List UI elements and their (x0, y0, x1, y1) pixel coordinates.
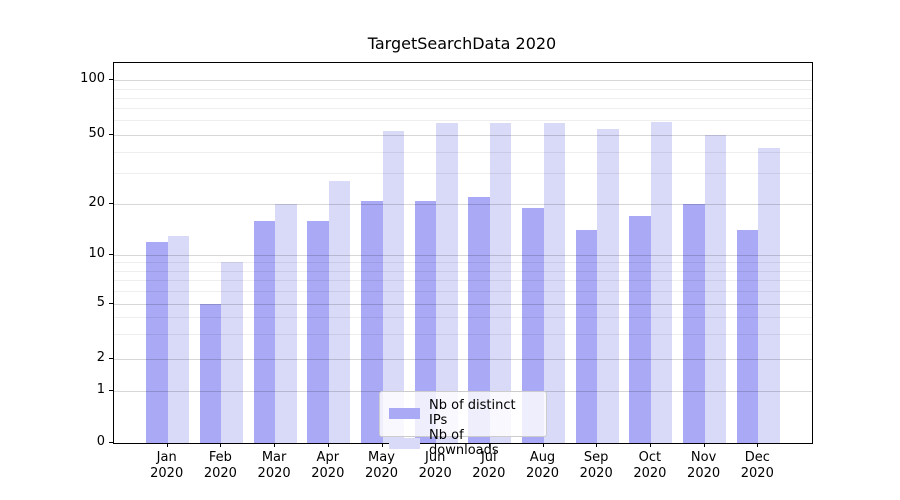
bar-downloads-aug (543, 122, 565, 443)
legend-item-distinct-ips: Nb of distinct IPs (389, 398, 537, 428)
legend-swatch-downloads-icon (389, 437, 420, 449)
legend-label-distinct-ips: Nb of distinct IPs (429, 398, 516, 428)
bar-downloads-jun (436, 122, 458, 443)
legend-item-downloads: Nb of downloads (389, 428, 537, 458)
x-tick-label-dec: Dec 2020 (725, 450, 789, 482)
x-tick-mark (703, 443, 705, 447)
x-tick-year: 2020 (364, 466, 399, 481)
x-tick-mark (327, 443, 329, 447)
x-tick-mark (435, 443, 437, 447)
y-tick-label-100: 100 (80, 71, 105, 87)
legend-swatch-distinct-ips-icon (389, 407, 420, 419)
x-tick-mark (488, 443, 490, 447)
x-tick-year: 2020 (257, 466, 291, 481)
bar-downloads-mar (275, 204, 297, 443)
x-tick-mark (596, 443, 598, 447)
x-tick-mark (220, 443, 222, 447)
bar-downloads-dec (758, 147, 780, 443)
bar-ips-may (361, 200, 383, 443)
x-tick-month: Mar (261, 450, 287, 465)
y-tick-mark (109, 133, 113, 135)
x-tick-year: 2020 (633, 466, 667, 481)
x-tick-label-may: May 2020 (350, 450, 414, 482)
x-tick-mark (274, 443, 276, 447)
x-tick-label-feb: Feb 2020 (188, 450, 252, 482)
x-tick-label-jun: Jun 2020 (403, 450, 467, 482)
x-tick-month: Feb (208, 450, 232, 465)
y-tick-mark (109, 442, 113, 443)
legend: Nb of distinct IPs Nb of downloads (379, 391, 547, 458)
x-tick-label-jan: Jan 2020 (135, 450, 199, 482)
x-tick-label-sep: Sep 2020 (564, 450, 628, 482)
x-tick-year: 2020 (418, 466, 452, 481)
x-tick-month: May (368, 450, 395, 465)
x-tick-label-oct: Oct 2020 (618, 450, 682, 482)
chart-title: TargetSearchData 2020 (367, 34, 557, 53)
x-tick-month: Apr (316, 450, 340, 465)
x-tick-mark (649, 443, 651, 447)
x-tick-year: 2020 (150, 466, 184, 481)
x-tick-label-jul: Jul 2020 (457, 450, 521, 482)
x-tick-label-apr: Apr 2020 (296, 450, 360, 482)
y-tick-label-20: 20 (88, 195, 105, 211)
x-tick-month: Aug (529, 450, 556, 465)
x-tick-month: Sep (583, 450, 609, 465)
x-tick-month: Oct (638, 450, 662, 465)
x-tick-mark (542, 443, 544, 447)
x-tick-label-aug: Aug 2020 (511, 450, 575, 482)
y-tick-mark (109, 79, 113, 81)
x-tick-month: Nov (690, 450, 717, 465)
bar-ips-oct (629, 216, 651, 443)
x-tick-year: 2020 (203, 466, 237, 481)
x-tick-mark (166, 443, 168, 447)
bar-ips-dec (736, 230, 759, 443)
x-tick-year: 2020 (740, 466, 774, 481)
y-tick-label-5: 5 (96, 294, 105, 310)
x-tick-mark (381, 443, 383, 447)
x-tick-label-mar: Mar 2020 (242, 450, 306, 482)
plot-area: Nb of distinct IPs Nb of downloads (113, 62, 813, 458)
bar-downloads-jul (489, 122, 512, 443)
bar-ips-aug (522, 208, 544, 443)
y-tick-mark (109, 358, 113, 359)
y-tick-label-50: 50 (88, 125, 105, 141)
y-tick-label-0: 0 (96, 434, 105, 449)
bar-downloads-feb (221, 262, 243, 443)
y-tick-label-10: 10 (88, 246, 105, 261)
bar-downloads-may (382, 131, 404, 443)
bar-ips-jul (468, 197, 490, 443)
x-tick-year: 2020 (525, 466, 560, 481)
x-tick-label-nov: Nov 2020 (672, 450, 736, 482)
bar-ips-sep (575, 230, 598, 443)
x-tick-month: Dec (744, 450, 770, 465)
y-tick-label-1: 1 (96, 382, 105, 397)
bar-ips-apr (307, 220, 329, 443)
y-tick-mark (109, 390, 113, 391)
y-tick-mark (109, 203, 113, 205)
bars-layer (114, 63, 812, 443)
bar-ips-jan (146, 241, 168, 443)
y-tick-label-2: 2 (96, 350, 105, 365)
y-tick-mark (109, 254, 113, 255)
bar-ips-feb (199, 303, 222, 443)
bar-ips-nov (683, 204, 705, 443)
x-tick-year: 2020 (472, 466, 506, 481)
x-tick-month: Jun (425, 450, 446, 465)
bar-downloads-apr (328, 181, 351, 443)
bar-downloads-nov (704, 134, 727, 443)
x-tick-mark (757, 443, 759, 447)
y-tick-mark (109, 302, 113, 304)
x-tick-month: Jan (156, 450, 177, 465)
x-tick-year: 2020 (687, 466, 721, 481)
bar-downloads-jan (167, 235, 190, 443)
legend-label-downloads: Nb of downloads (429, 428, 499, 458)
bar-downloads-sep (597, 128, 619, 443)
bar-downloads-oct (650, 121, 673, 443)
bar-ips-mar (253, 220, 276, 443)
bar-ips-jun (414, 200, 437, 443)
x-tick-year: 2020 (579, 466, 613, 481)
x-tick-month: Jul (480, 450, 497, 465)
x-tick-year: 2020 (311, 466, 345, 481)
